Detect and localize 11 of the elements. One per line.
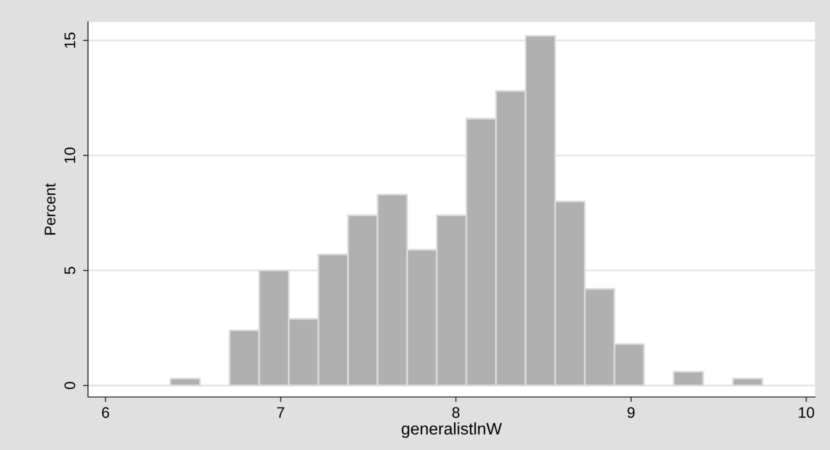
y-tick-label: 5 bbox=[64, 266, 76, 274]
y-axis-title: Percent bbox=[44, 183, 56, 235]
x-tick-label: 6 bbox=[102, 407, 110, 418]
x-tick-label: 10 bbox=[798, 407, 814, 418]
x-axis-title: generalistlnW bbox=[402, 422, 502, 438]
y-tick-label: 10 bbox=[64, 148, 76, 163]
x-tick-label: 9 bbox=[628, 407, 635, 418]
x-tick-label: 7 bbox=[277, 407, 284, 418]
y-tick-label: 0 bbox=[64, 382, 76, 390]
x-tick-label: 8 bbox=[452, 407, 460, 418]
y-tick-label: 15 bbox=[64, 32, 76, 48]
